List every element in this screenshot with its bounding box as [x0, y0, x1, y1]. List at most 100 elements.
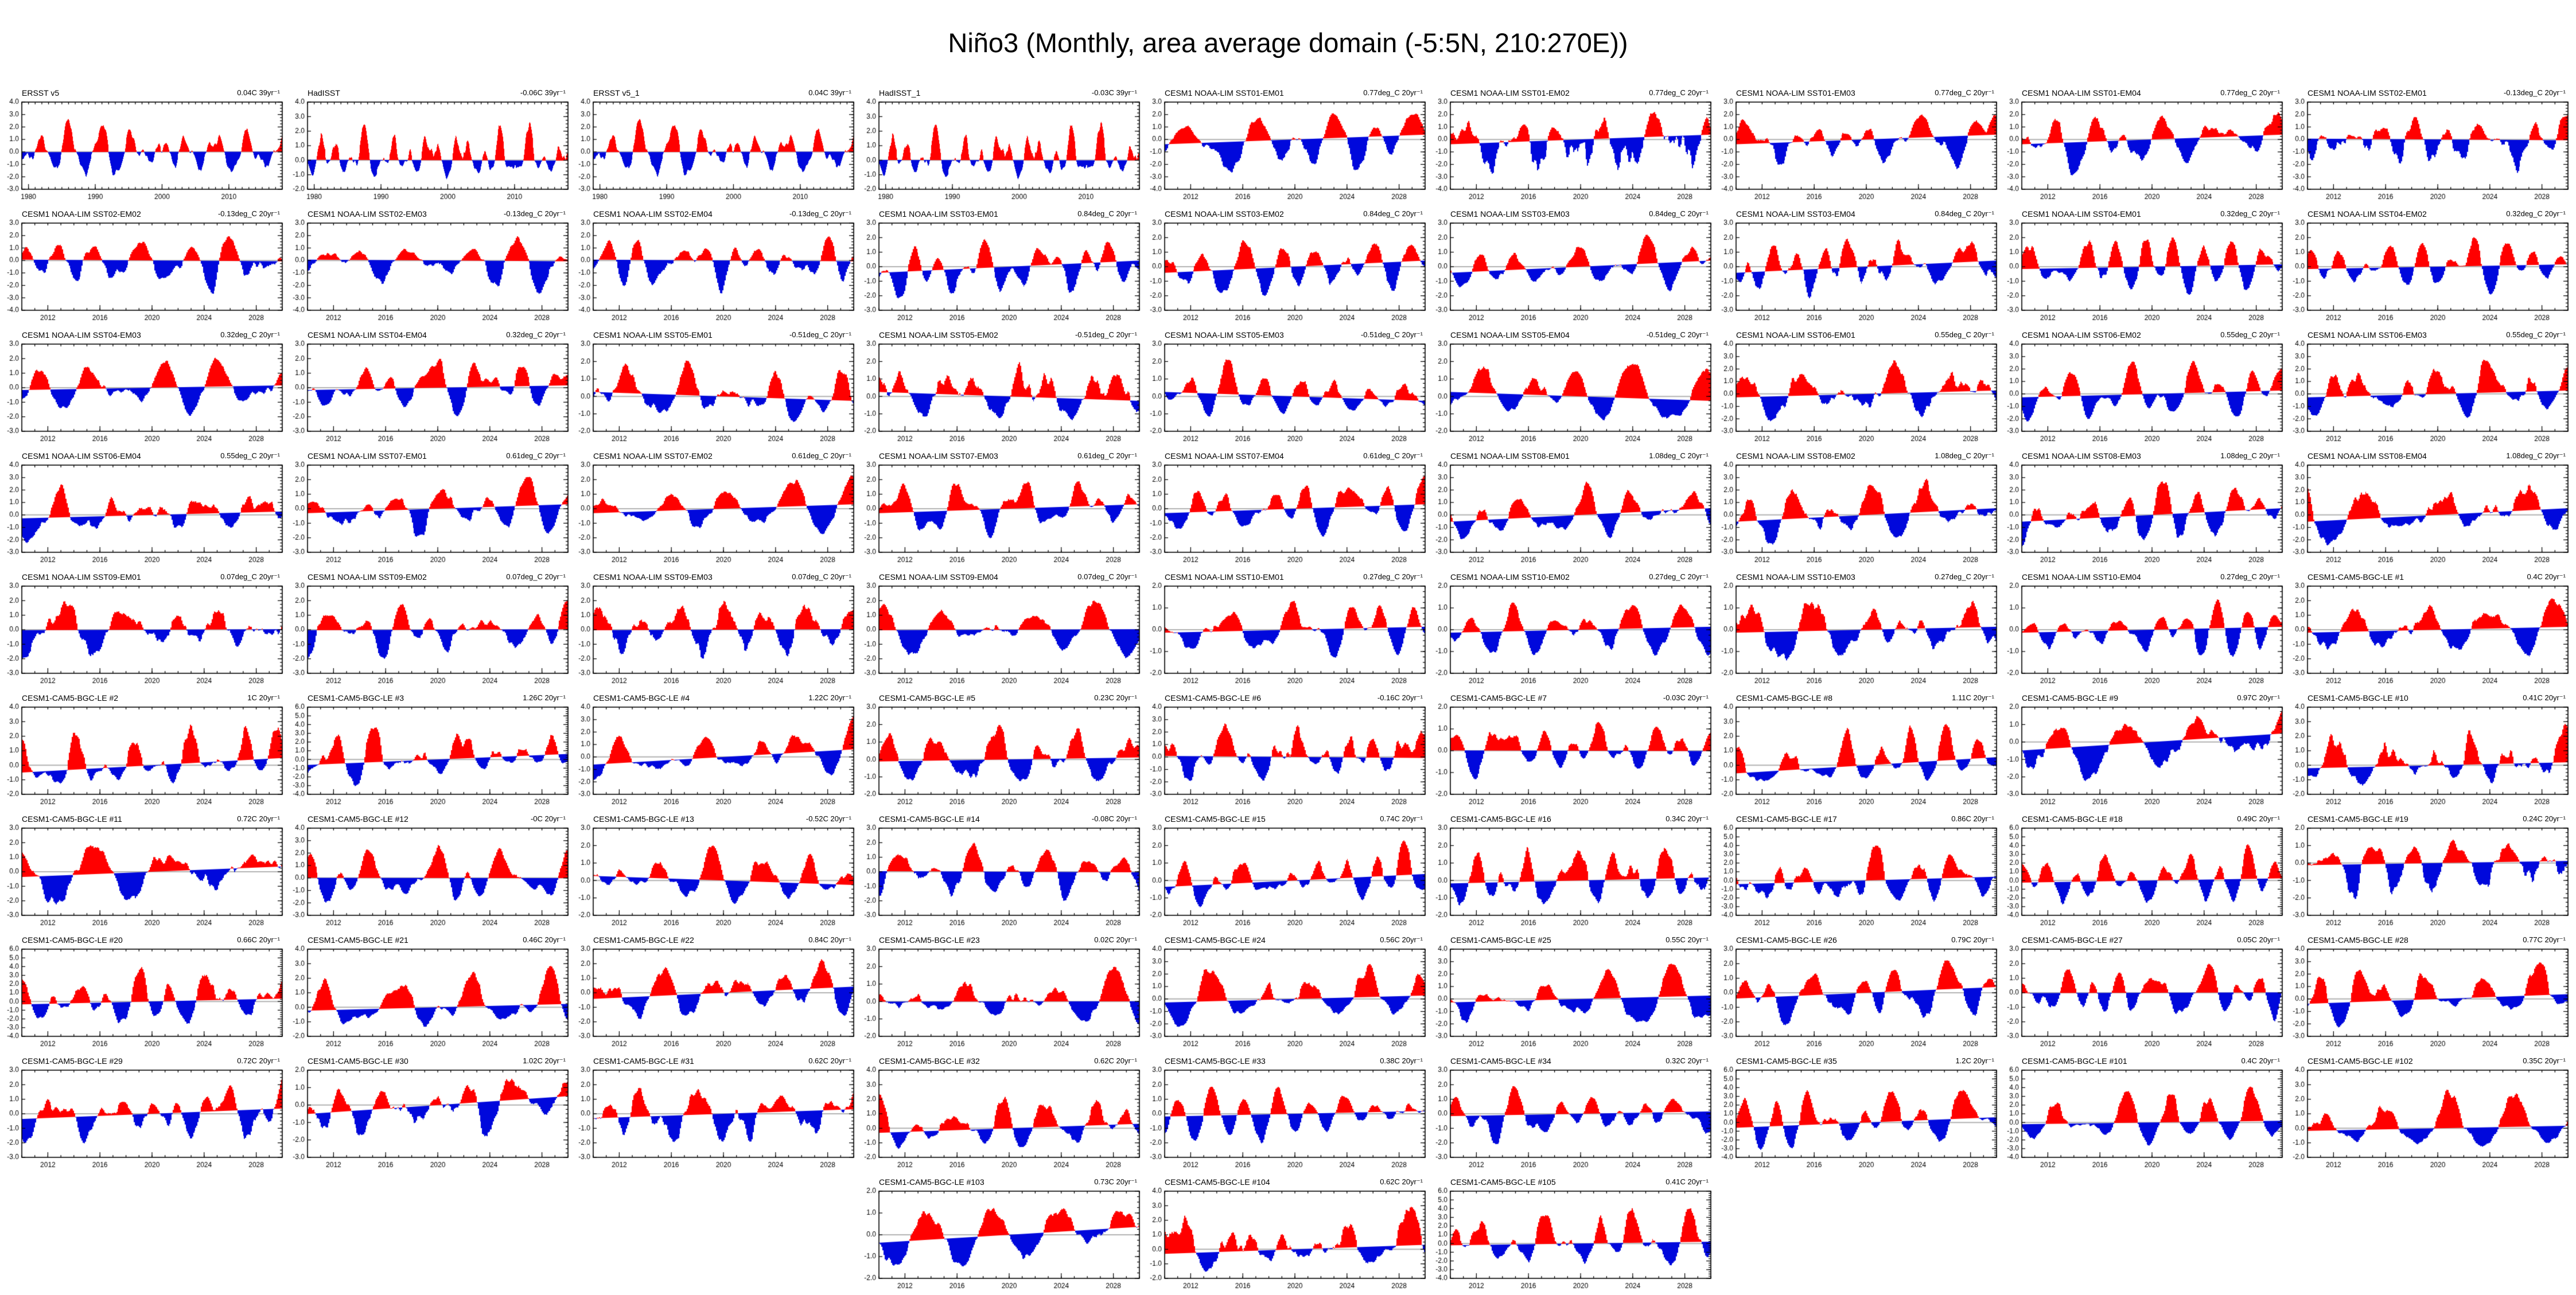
panel-title: CESM1 NOAA-LIM SST01-EM01	[1165, 88, 1284, 97]
panel-title: CESM1 NOAA-LIM SST03-EM01	[879, 209, 998, 219]
panel-trend-label: -0.51deg_C 20yr⁻¹	[1075, 330, 1137, 339]
panel-trend-label: 0.46C 20yr⁻¹	[523, 935, 566, 944]
anomaly-panel-20: CESM1 NOAA-LIM SST04-EM04 0.32deg_C 20yr…	[288, 327, 574, 448]
panel-title: CESM1 NOAA-LIM SST05-EM04	[1450, 330, 1570, 340]
panel-title: CESM1 NOAA-LIM SST01-EM03	[1736, 88, 1855, 97]
anomaly-plot-canvas	[1145, 85, 1431, 206]
anomaly-panel-13: CESM1 NOAA-LIM SST03-EM01 0.84deg_C 20yr…	[859, 206, 1145, 327]
panel-trend-label: 0.77deg_C 20yr⁻¹	[1649, 88, 1709, 97]
panel-trend-label: 0.55deg_C 20yr⁻¹	[1935, 330, 1994, 339]
anomaly-panel-59: CESM1-CAM5-BGC-LE #15 0.74C 20yr⁻¹	[1145, 811, 1431, 932]
anomaly-plot-canvas	[2, 811, 288, 932]
panel-title: CESM1-CAM5-BGC-LE #23	[879, 935, 980, 945]
anomaly-plot-canvas	[2002, 690, 2288, 811]
panel-trend-label: 1.26C 20yr⁻¹	[523, 693, 566, 702]
panel-title: CESM1 NOAA-LIM SST02-EM01	[2307, 88, 2427, 97]
anomaly-plot-canvas	[574, 448, 859, 569]
anomaly-plot-canvas	[1145, 569, 1431, 690]
anomaly-plot-canvas	[2288, 569, 2574, 690]
panel-title: CESM1-CAM5-BGC-LE #102	[2307, 1056, 2413, 1066]
anomaly-plot-canvas	[2, 327, 288, 448]
anomaly-panel-5: CESM1 NOAA-LIM SST01-EM01 0.77deg_C 20yr…	[1145, 85, 1431, 206]
panel-title: CESM1 NOAA-LIM SST04-EM01	[2022, 209, 2141, 219]
panel-title: CESM1-CAM5-BGC-LE #4	[593, 693, 690, 703]
panel-trend-label: 0.32deg_C 20yr⁻¹	[506, 330, 566, 339]
panel-title: HadISST	[308, 88, 340, 97]
panel-title: CESM1-CAM5-BGC-LE #1	[2307, 572, 2404, 582]
panel-trend-label: 0.61deg_C 20yr⁻¹	[1077, 451, 1137, 460]
panel-trend-label: 1.11C 20yr⁻¹	[1952, 693, 1994, 702]
panel-title: CESM1-CAM5-BGC-LE #35	[1736, 1056, 1837, 1066]
panel-trend-label: 1C 20yr⁻¹	[247, 693, 280, 702]
panel-title: CESM1-CAM5-BGC-LE #33	[1165, 1056, 1266, 1066]
anomaly-panel-12: CESM1 NOAA-LIM SST02-EM04 -0.13deg_C 20y…	[574, 206, 859, 327]
anomaly-panel-35: CESM1 NOAA-LIM SST08-EM03 1.08deg_C 20yr…	[2002, 448, 2288, 569]
panel-title: CESM1-CAM5-BGC-LE #101	[2022, 1056, 2127, 1066]
panel-trend-label: 1.08deg_C 20yr⁻¹	[1649, 451, 1709, 460]
panel-trend-label: 0.77deg_C 20yr⁻¹	[2220, 88, 2280, 97]
panel-title: CESM1-CAM5-BGC-LE #26	[1736, 935, 1837, 945]
anomaly-plot-canvas	[574, 811, 859, 932]
panel-trend-label: 0.32deg_C 20yr⁻¹	[220, 330, 280, 339]
panel-trend-label: -0.51deg_C 20yr⁻¹	[789, 330, 851, 339]
anomaly-plot-canvas	[859, 569, 1145, 690]
panel-trend-label: 0.86C 20yr⁻¹	[1951, 814, 1994, 823]
panel-title: CESM1-CAM5-BGC-LE #31	[593, 1056, 694, 1066]
anomaly-plot-canvas	[2002, 327, 2288, 448]
panel-trend-label: 0.02C 20yr⁻¹	[1094, 935, 1137, 944]
anomaly-plot-canvas	[2002, 811, 2288, 932]
panel-title: CESM1-CAM5-BGC-LE #14	[879, 814, 980, 824]
panel-title: CESM1 NOAA-LIM SST04-EM04	[308, 330, 427, 340]
anomaly-plot-canvas	[2, 690, 288, 811]
panel-title: HadISST_1	[879, 88, 921, 97]
panel-trend-label: 1.22C 20yr⁻¹	[808, 693, 851, 702]
panel-title: CESM1-CAM5-BGC-LE #6	[1165, 693, 1262, 703]
anomaly-plot-canvas	[859, 690, 1145, 811]
panel-title: CESM1 NOAA-LIM SST08-EM01	[1450, 451, 1570, 461]
panel-trend-label: 0.55C 20yr⁻¹	[1666, 935, 1709, 944]
anomaly-plot-canvas	[288, 206, 574, 327]
panel-trend-label: 0.32deg_C 20yr⁻¹	[2506, 209, 2566, 218]
panel-trend-label: 0.62C 20yr⁻¹	[1094, 1056, 1137, 1065]
panel-trend-label: 0.34C 20yr⁻¹	[1666, 814, 1709, 823]
panel-title: CESM1 NOAA-LIM SST08-EM02	[1736, 451, 1855, 461]
panel-title: CESM1-CAM5-BGC-LE #15	[1165, 814, 1266, 824]
panel-trend-label: 0.24C 20yr⁻¹	[2523, 814, 2566, 823]
panel-trend-label: 0.05C 20yr⁻¹	[2237, 935, 2280, 944]
anomaly-plot-canvas	[1145, 1053, 1431, 1174]
anomaly-panel-3: ERSST v5_1 0.04C 39yr⁻¹	[574, 85, 859, 206]
panel-trend-label: 0.61deg_C 20yr⁻¹	[792, 451, 851, 460]
panel-title: CESM1 NOAA-LIM SST03-EM03	[1450, 209, 1570, 219]
anomaly-panel-37: CESM1 NOAA-LIM SST09-EM01 0.07deg_C 20yr…	[2, 569, 288, 690]
anomaly-panel-4: HadISST_1 -0.03C 39yr⁻¹	[859, 85, 1145, 206]
panel-trend-label: 0.55deg_C 20yr⁻¹	[2506, 330, 2566, 339]
panel-trend-label: 0.72C 20yr⁻¹	[237, 814, 280, 823]
panel-trend-label: 0.84C 20yr⁻¹	[808, 935, 851, 944]
panel-trend-label: 0.73C 20yr⁻¹	[1094, 1177, 1137, 1186]
anomaly-plot-canvas	[1717, 932, 2002, 1053]
panel-trend-label: 0.61deg_C 20yr⁻¹	[506, 451, 566, 460]
anomaly-panel-75: CESM1-CAM5-BGC-LE #31 0.62C 20yr⁻¹	[574, 1053, 859, 1174]
anomaly-plot-canvas	[1717, 85, 2002, 206]
anomaly-panel-44: CESM1 NOAA-LIM SST10-EM04 0.27deg_C 20yr…	[2002, 569, 2288, 690]
panel-title: CESM1 NOAA-LIM SST02-EM02	[22, 209, 141, 219]
anomaly-panel-55: CESM1-CAM5-BGC-LE #11 0.72C 20yr⁻¹	[2, 811, 288, 932]
panel-trend-label: 1.2C 20yr⁻¹	[1955, 1056, 1994, 1065]
anomaly-plot-canvas	[2002, 1053, 2288, 1174]
panel-trend-label: -0C 20yr⁻¹	[530, 814, 566, 823]
panel-title: CESM1 NOAA-LIM SST05-EM03	[1165, 330, 1284, 340]
anomaly-plot-canvas	[574, 569, 859, 690]
anomaly-plot-canvas	[2002, 85, 2288, 206]
panel-trend-label: 0.49C 20yr⁻¹	[2237, 814, 2280, 823]
anomaly-plot-canvas	[2, 448, 288, 569]
anomaly-plot-canvas	[1431, 1053, 1717, 1174]
panel-trend-label: -0.03C 39yr⁻¹	[1091, 88, 1137, 97]
anomaly-plot-canvas	[1717, 327, 2002, 448]
anomaly-panel-10: CESM1 NOAA-LIM SST02-EM02 -0.13deg_C 20y…	[2, 206, 288, 327]
anomaly-panel-18: CESM1 NOAA-LIM SST04-EM02 0.32deg_C 20yr…	[2288, 206, 2574, 327]
panel-title: CESM1 NOAA-LIM SST10-EM02	[1450, 572, 1570, 582]
panel-title: CESM1 NOAA-LIM SST06-EM03	[2307, 330, 2427, 340]
anomaly-panel-6: CESM1 NOAA-LIM SST01-EM02 0.77deg_C 20yr…	[1431, 85, 1717, 206]
anomaly-plot-canvas	[1717, 206, 2002, 327]
panel-trend-label: 0.07deg_C 20yr⁻¹	[220, 572, 280, 581]
